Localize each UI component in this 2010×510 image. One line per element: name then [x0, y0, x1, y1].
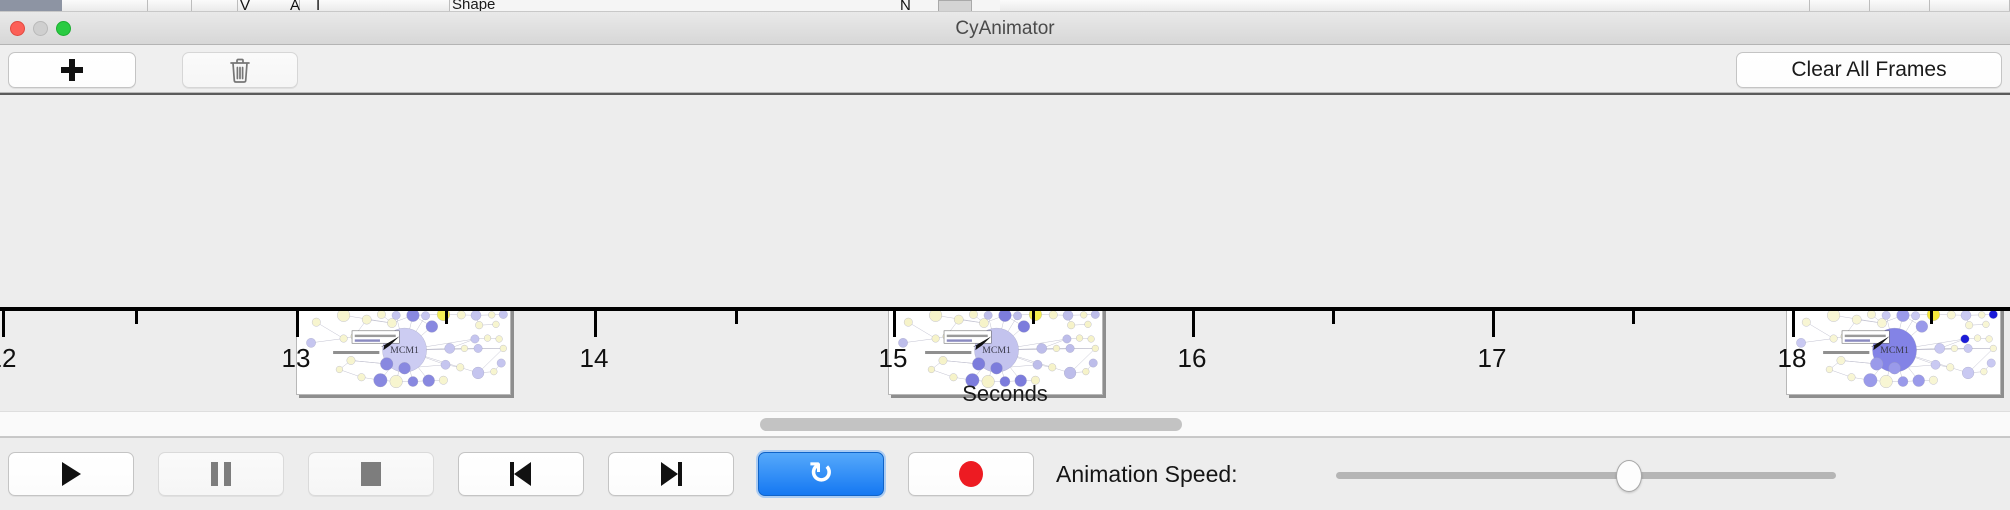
minimize-button[interactable]: [33, 21, 48, 36]
ruler-tick-major: [1192, 311, 1195, 337]
ruler-tick-major: [1792, 311, 1795, 337]
background-glyph: A: [290, 0, 301, 12]
record-button[interactable]: [908, 452, 1034, 496]
background-window: V A I Shape N: [0, 0, 2010, 12]
background-selected-tab: [0, 0, 62, 11]
background-window-label: Shape: [452, 0, 496, 12]
ruler-tick-minor: [1930, 311, 1933, 324]
window-titlebar: CyAnimator: [0, 12, 2010, 45]
hub-node-label: MCM1: [390, 345, 419, 356]
background-tab: [238, 0, 300, 11]
timeline-horizontal-scrollbar[interactable]: [0, 411, 2010, 437]
clear-all-frames-button[interactable]: Clear All Frames: [1736, 52, 2002, 88]
ruler-tick-minor: [1632, 311, 1635, 324]
network-view-render: MCM1: [1796, 308, 1998, 388]
animation-speed-label: Animation Speed:: [1056, 461, 1238, 487]
ruler-tick-minor: [445, 311, 448, 324]
play-icon: [61, 462, 81, 486]
network-view-render: MCM1: [306, 308, 508, 388]
timeline-panel[interactable]: MCM1 MCM1 MCM1 12 13 14 15 16 17 18 Seconds: [0, 93, 2010, 411]
record-icon: [959, 461, 983, 487]
play-button[interactable]: [8, 452, 134, 496]
ruler-tick-label: 14: [579, 343, 609, 373]
ruler-tick-major: [1492, 311, 1495, 337]
maximize-button[interactable]: [56, 21, 71, 36]
keyframe-thumbnail[interactable]: MCM1: [1786, 307, 2001, 395]
stop-button[interactable]: [308, 452, 434, 496]
background-tab: [148, 0, 192, 11]
skip-to-end-button[interactable]: [608, 452, 734, 496]
background-glyph: N: [900, 0, 911, 12]
clear-all-frames-label: Clear All Frames: [1791, 58, 1947, 81]
ruler-tick-label: 15: [878, 343, 908, 373]
loop-button[interactable]: ↻: [758, 452, 884, 496]
ruler-tick-minor: [1032, 311, 1035, 324]
background-tab: [1870, 0, 1930, 11]
hub-node-label: MCM1: [1880, 345, 1909, 356]
ruler-tick-major: [2, 311, 5, 337]
skip-forward-icon: [659, 462, 683, 486]
window-title: CyAnimator: [955, 18, 1055, 39]
background-tab: [1930, 0, 2010, 11]
keyframe-thumbnail[interactable]: MCM1: [888, 307, 1103, 395]
ruler-tick-minor: [735, 311, 738, 324]
close-button[interactable]: [10, 21, 25, 36]
ruler-tick-label: 18: [1777, 343, 1807, 373]
stop-icon: [361, 462, 381, 486]
ruler-tick-label: 17: [1477, 343, 1507, 373]
ruler-baseline: [0, 307, 2010, 311]
background-tab: [1810, 0, 1870, 11]
toolbar: Clear All Frames: [0, 45, 2010, 93]
plus-icon: [61, 59, 83, 81]
scrollbar-thumb[interactable]: [760, 418, 1182, 431]
animation-speed-slider-thumb[interactable]: [1616, 460, 1642, 492]
delete-frame-button[interactable]: [182, 52, 298, 88]
playback-controls-bar: ↻ Animation Speed:: [0, 437, 2010, 510]
add-frame-button[interactable]: [8, 52, 136, 88]
ruler-tick-major: [594, 311, 597, 337]
ruler-tick-major: [893, 311, 896, 337]
background-glyph: V: [240, 0, 251, 12]
keyframe-thumbnail[interactable]: MCM1: [296, 307, 511, 395]
ruler-tick-major: [296, 311, 299, 337]
ruler-tick-label: 16: [1177, 343, 1207, 373]
pause-button[interactable]: [158, 452, 284, 496]
background-glyph: I: [316, 0, 321, 12]
background-tab: [300, 0, 450, 11]
ruler-tick-label: 13: [281, 343, 311, 373]
background-tab: [192, 0, 238, 11]
loop-icon: ↻: [808, 456, 834, 491]
animation-speed-slider[interactable]: [1336, 472, 1836, 479]
network-view-render: MCM1: [898, 308, 1100, 388]
background-tab: [62, 0, 148, 11]
pause-icon: [211, 462, 231, 486]
background-swatch: [938, 0, 972, 11]
skip-backward-icon: [509, 462, 533, 486]
hub-node-label: MCM1: [982, 345, 1011, 356]
ruler-tick-minor: [135, 311, 138, 324]
axis-title: Seconds: [962, 381, 1048, 406]
background-tab: [1000, 0, 1810, 11]
ruler-tick-minor: [1332, 311, 1335, 324]
trash-icon: [230, 58, 250, 83]
timeline-ruler[interactable]: 12 13 14 15 16 17 18 Seconds: [0, 307, 2010, 411]
skip-to-start-button[interactable]: [458, 452, 584, 496]
window-controls: [10, 21, 71, 36]
ruler-tick-label: 12: [0, 343, 17, 373]
